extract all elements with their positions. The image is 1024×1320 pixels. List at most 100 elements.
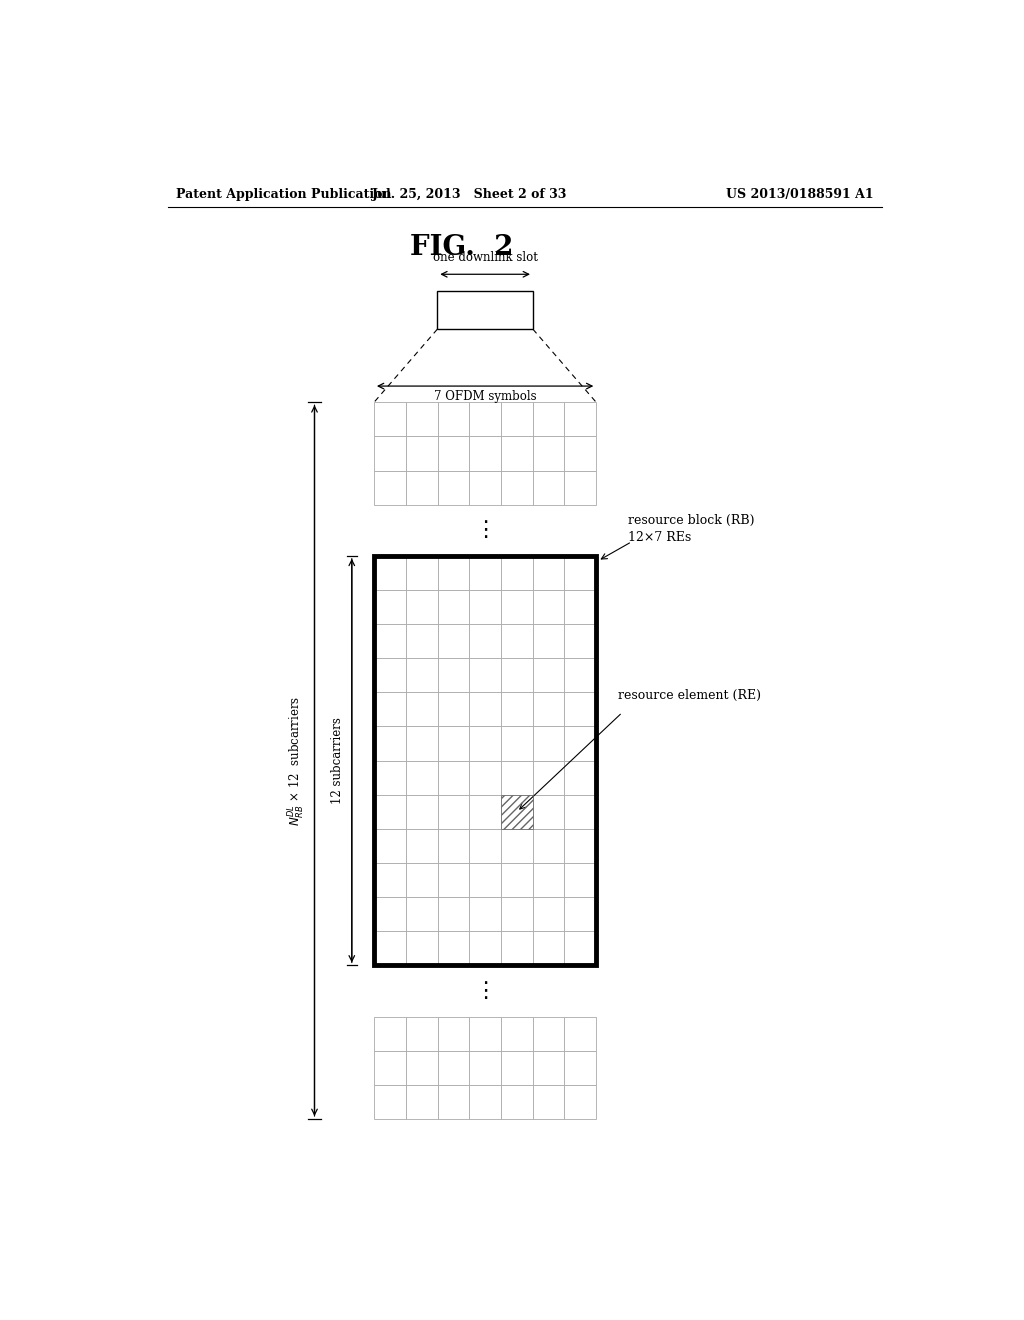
Bar	[374, 693, 406, 726]
Bar	[469, 590, 501, 624]
Bar	[564, 898, 596, 931]
Bar	[406, 760, 437, 795]
Bar	[437, 1085, 469, 1119]
Bar	[406, 1016, 437, 1051]
Bar	[437, 1051, 469, 1085]
Bar	[437, 726, 469, 760]
Text: Patent Application Publication: Patent Application Publication	[176, 189, 391, 202]
Bar	[501, 760, 532, 795]
Bar	[469, 1051, 501, 1085]
Bar	[406, 693, 437, 726]
Text: ⋮: ⋮	[474, 520, 497, 540]
Bar	[532, 863, 564, 898]
Bar	[564, 659, 596, 693]
Bar	[406, 471, 437, 504]
Bar	[374, 556, 406, 590]
Bar	[469, 863, 501, 898]
Bar	[374, 403, 406, 437]
Bar	[406, 556, 437, 590]
Bar	[564, 471, 596, 504]
Bar	[374, 795, 406, 829]
Bar	[469, 1085, 501, 1119]
Bar	[564, 437, 596, 471]
Bar	[406, 1085, 437, 1119]
Bar	[501, 795, 532, 829]
Bar	[532, 590, 564, 624]
Bar	[469, 829, 501, 863]
Bar	[532, 931, 564, 965]
Bar	[532, 898, 564, 931]
Bar	[406, 726, 437, 760]
Bar	[374, 863, 406, 898]
Bar	[501, 898, 532, 931]
Bar	[564, 1016, 596, 1051]
Bar	[374, 590, 406, 624]
Bar	[374, 898, 406, 931]
Bar	[469, 556, 501, 590]
Text: 12×7 REs: 12×7 REs	[628, 531, 691, 544]
Bar	[437, 290, 532, 329]
Bar	[437, 1016, 469, 1051]
Text: resource block (RB): resource block (RB)	[628, 515, 755, 528]
Bar	[469, 659, 501, 693]
Bar	[406, 829, 437, 863]
Text: 12 subcarriers: 12 subcarriers	[331, 717, 344, 804]
Bar	[564, 760, 596, 795]
Bar	[406, 863, 437, 898]
Text: 7 OFDM symbols: 7 OFDM symbols	[434, 391, 537, 403]
Bar	[532, 437, 564, 471]
Bar	[469, 403, 501, 437]
Bar	[532, 471, 564, 504]
Bar	[501, 471, 532, 504]
Text: FIG.  2: FIG. 2	[410, 235, 513, 261]
Bar	[564, 403, 596, 437]
Bar	[501, 590, 532, 624]
Bar	[406, 437, 437, 471]
Bar	[437, 863, 469, 898]
Bar	[501, 1016, 532, 1051]
Bar	[406, 624, 437, 659]
Bar	[532, 829, 564, 863]
Bar	[374, 1051, 406, 1085]
Bar	[532, 1016, 564, 1051]
Bar	[469, 437, 501, 471]
Bar	[437, 898, 469, 931]
Bar	[469, 1016, 501, 1051]
Bar	[564, 829, 596, 863]
Bar	[437, 624, 469, 659]
Bar	[501, 931, 532, 965]
Bar	[437, 931, 469, 965]
Bar	[532, 624, 564, 659]
Bar	[469, 760, 501, 795]
Bar	[374, 1085, 406, 1119]
Bar	[469, 931, 501, 965]
Bar	[437, 403, 469, 437]
Bar	[374, 829, 406, 863]
Bar	[564, 693, 596, 726]
Bar	[437, 471, 469, 504]
Bar	[469, 795, 501, 829]
Bar	[532, 403, 564, 437]
Bar	[406, 898, 437, 931]
Bar	[564, 624, 596, 659]
Bar	[564, 863, 596, 898]
Bar	[437, 556, 469, 590]
Bar	[406, 590, 437, 624]
Bar	[501, 403, 532, 437]
Bar	[532, 1051, 564, 1085]
Bar	[406, 403, 437, 437]
Bar	[374, 471, 406, 504]
Bar	[564, 1085, 596, 1119]
Bar	[406, 659, 437, 693]
Text: US 2013/0188591 A1: US 2013/0188591 A1	[726, 189, 873, 202]
Bar	[374, 760, 406, 795]
Bar	[437, 760, 469, 795]
Bar	[564, 795, 596, 829]
Text: ⋮: ⋮	[474, 981, 497, 1001]
Bar	[501, 693, 532, 726]
Bar	[374, 659, 406, 693]
Text: $N^{DL}_{RB}$ × 12  subcarriers: $N^{DL}_{RB}$ × 12 subcarriers	[287, 696, 307, 826]
Bar	[501, 726, 532, 760]
Bar	[564, 590, 596, 624]
Bar	[437, 659, 469, 693]
